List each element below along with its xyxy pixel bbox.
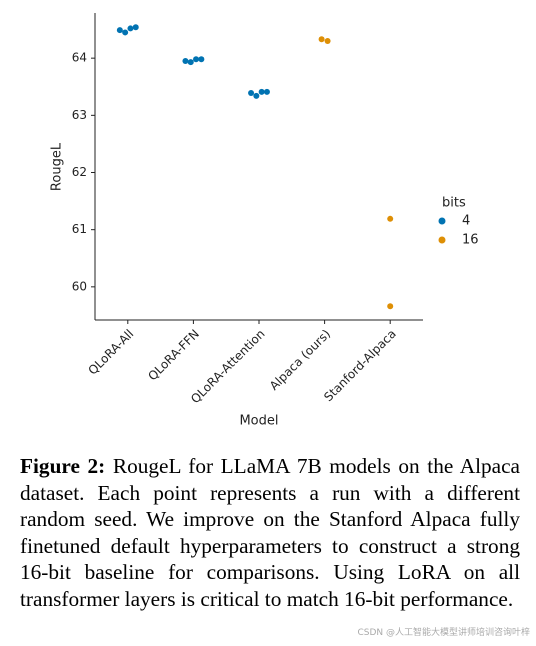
legend-label: 4 <box>462 214 470 229</box>
point <box>198 56 205 63</box>
point <box>182 58 189 65</box>
point <box>116 27 123 34</box>
point <box>193 56 200 63</box>
point <box>387 303 394 310</box>
caption-label: Figure 2: <box>20 454 106 478</box>
point <box>253 92 260 99</box>
x-tick-label: QLoRA-Attention <box>188 327 268 407</box>
x-tick-label: QLoRA-All <box>85 327 136 378</box>
point <box>122 29 129 36</box>
y-tick-label: 63 <box>72 108 87 122</box>
x-tick-label: Alpaca (ours) <box>267 327 333 393</box>
caption: Figure 2: RougeL for LLaMA 7B models on … <box>20 453 520 613</box>
legend-title: bits <box>442 196 466 211</box>
y-tick-label: 60 <box>72 279 87 293</box>
legend-marker <box>438 236 446 244</box>
point <box>258 88 265 95</box>
legend-label: 16 <box>462 233 479 248</box>
y-tick-label: 64 <box>72 51 87 65</box>
legend-marker <box>438 217 446 225</box>
x-tick-label: Stanford-Alpaca <box>321 327 399 405</box>
point <box>324 38 331 45</box>
point <box>387 215 394 222</box>
point <box>248 90 255 97</box>
y-tick-label: 61 <box>72 222 87 236</box>
x-axis-label: Model <box>239 414 278 429</box>
point <box>127 25 134 32</box>
y-tick-label: 62 <box>72 165 87 179</box>
y-axis-label: RougeL <box>50 142 65 191</box>
point <box>318 36 325 43</box>
point <box>263 88 270 95</box>
caption-text: RougeL for LLaMA 7B models on the Alpaca… <box>20 454 520 611</box>
point <box>132 24 139 31</box>
point <box>187 59 194 66</box>
watermark: CSDN @人工智能大模型讲师培训咨询叶梓 <box>357 628 530 638</box>
x-tick-label: QLoRA-FFN <box>145 327 202 384</box>
